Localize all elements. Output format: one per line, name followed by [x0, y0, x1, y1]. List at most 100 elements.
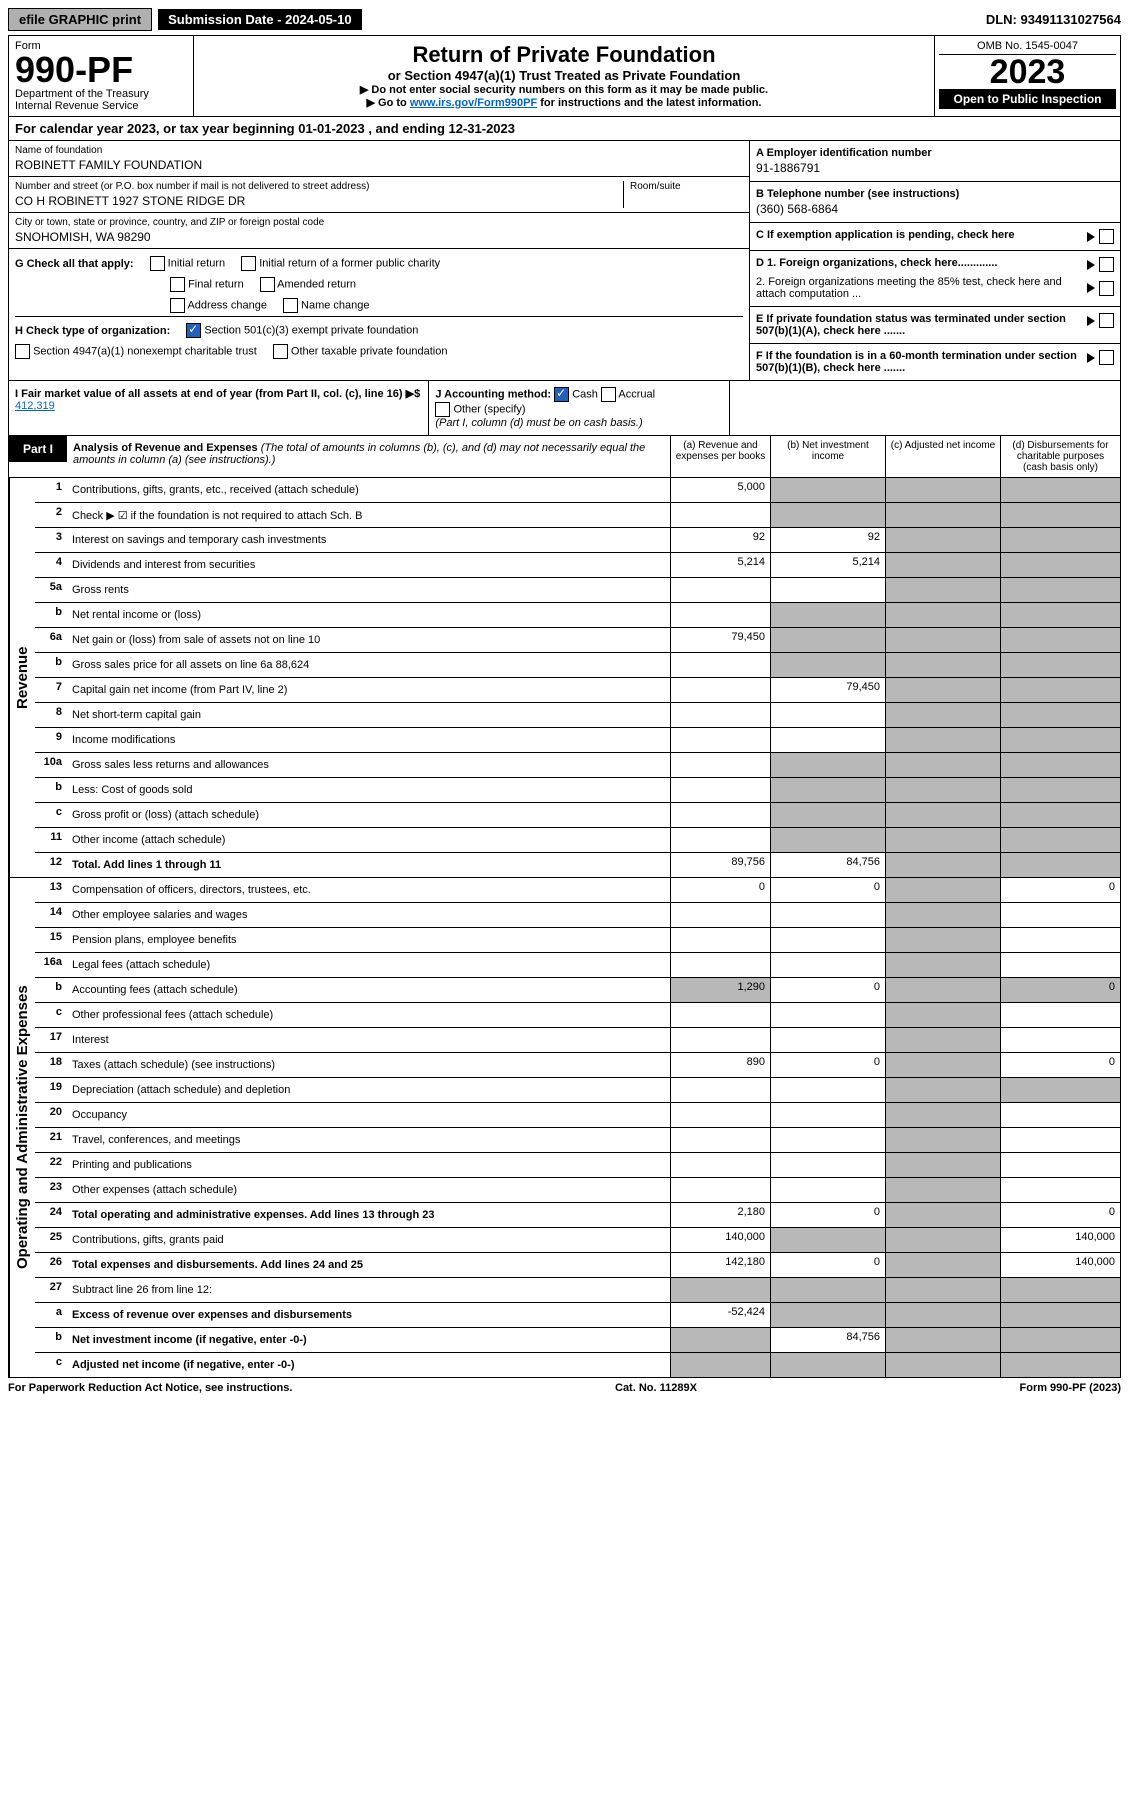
table-row: 13Compensation of officers, directors, t… [35, 878, 1120, 903]
revenue-label: Revenue [9, 478, 35, 877]
footer: For Paperwork Reduction Act Notice, see … [8, 1382, 1121, 1394]
col-a-hdr: (a) Revenue and expenses per books [670, 436, 770, 477]
room-label: Room/suite [630, 181, 743, 192]
ein-label: A Employer identification number [756, 147, 932, 159]
table-row: aExcess of revenue over expenses and dis… [35, 1303, 1120, 1328]
i-val[interactable]: 412,319 [15, 400, 55, 412]
4947-cb[interactable] [15, 344, 30, 359]
table-row: 12Total. Add lines 1 through 1189,75684,… [35, 853, 1120, 877]
table-row: 26Total expenses and disbursements. Add … [35, 1253, 1120, 1278]
table-row: 23Other expenses (attach schedule) [35, 1178, 1120, 1203]
part1-tag: Part I [9, 436, 67, 462]
table-row: 20Occupancy [35, 1103, 1120, 1128]
submission-date: Submission Date - 2024-05-10 [158, 9, 362, 30]
addr-change-cb[interactable] [170, 298, 185, 313]
part1-header: Part I Analysis of Revenue and Expenses … [8, 436, 1121, 478]
irs: Internal Revenue Service [15, 100, 187, 112]
city-label: City or town, state or province, country… [15, 217, 743, 228]
table-row: 27Subtract line 26 from line 12: [35, 1278, 1120, 1303]
j-label: J Accounting method: [435, 388, 551, 400]
open-public: Open to Public Inspection [939, 89, 1116, 109]
j-note: (Part I, column (d) must be on cash basi… [435, 417, 642, 429]
ftr-left: For Paperwork Reduction Act Notice, see … [8, 1382, 292, 1394]
table-row: bLess: Cost of goods sold [35, 778, 1120, 803]
h-label: H Check type of organization: [15, 325, 170, 337]
calendar-year: For calendar year 2023, or tax year begi… [8, 117, 1121, 141]
dept: Department of the Treasury [15, 88, 187, 100]
other-method-cb[interactable] [435, 402, 450, 417]
c-label: C If exemption application is pending, c… [756, 229, 1015, 241]
i-label: I Fair market value of all assets at end… [15, 388, 420, 400]
table-row: 8Net short-term capital gain [35, 703, 1120, 728]
table-row: 25Contributions, gifts, grants paid140,0… [35, 1228, 1120, 1253]
accrual-cb[interactable] [601, 387, 616, 402]
f-label: F If the foundation is in a 60-month ter… [756, 350, 1079, 374]
addr-label: Number and street (or P.O. box number if… [15, 181, 623, 192]
501c3-cb[interactable] [186, 323, 201, 338]
phone: (360) 568-6864 [756, 202, 959, 216]
cash-cb[interactable] [554, 387, 569, 402]
table-row: 6aNet gain or (loss) from sale of assets… [35, 628, 1120, 653]
d1-label: D 1. Foreign organizations, check here..… [756, 257, 997, 272]
ftr-center: Cat. No. 11289X [615, 1382, 697, 1394]
address: CO H ROBINETT 1927 STONE RIDGE DR [15, 194, 623, 208]
d1-cb[interactable] [1099, 257, 1114, 272]
table-row: 5aGross rents [35, 578, 1120, 603]
d2-cb[interactable] [1099, 281, 1114, 296]
table-row: 14Other employee salaries and wages [35, 903, 1120, 928]
info-section: Name of foundation ROBINETT FAMILY FOUND… [8, 141, 1121, 381]
form-subtitle: or Section 4947(a)(1) Trust Treated as P… [200, 68, 928, 83]
initial-return-cb[interactable] [150, 256, 165, 271]
foundation-name: ROBINETT FAMILY FOUNDATION [15, 158, 743, 172]
initial-former-cb[interactable] [241, 256, 256, 271]
irs-link[interactable]: www.irs.gov/Form990PF [410, 97, 537, 109]
name-change-cb[interactable] [283, 298, 298, 313]
table-row: 4Dividends and interest from securities5… [35, 553, 1120, 578]
hij-section: I Fair market value of all assets at end… [8, 381, 1121, 436]
amended-cb[interactable] [260, 277, 275, 292]
col-c-hdr: (c) Adjusted net income [885, 436, 1000, 477]
revenue-section: Revenue 1Contributions, gifts, grants, e… [8, 478, 1121, 878]
instr-1: ▶ Do not enter social security numbers o… [200, 83, 928, 96]
table-row: 15Pension plans, employee benefits [35, 928, 1120, 953]
e-label: E If private foundation status was termi… [756, 313, 1079, 337]
part1-title: Analysis of Revenue and Expenses [73, 442, 261, 454]
expenses-section: Operating and Administrative Expenses 13… [8, 878, 1121, 1378]
instr-2: ▶ Go to www.irs.gov/Form990PF for instru… [200, 96, 928, 109]
table-row: 22Printing and publications [35, 1153, 1120, 1178]
efile-btn[interactable]: efile GRAPHIC print [8, 8, 152, 31]
table-row: bGross sales price for all assets on lin… [35, 653, 1120, 678]
table-row: 1Contributions, gifts, grants, etc., rec… [35, 478, 1120, 503]
f-cb[interactable] [1099, 350, 1114, 365]
table-row: cGross profit or (loss) (attach schedule… [35, 803, 1120, 828]
table-row: 9Income modifications [35, 728, 1120, 753]
col-b-hdr: (b) Net investment income [770, 436, 885, 477]
table-row: bNet investment income (if negative, ent… [35, 1328, 1120, 1353]
table-row: cAdjusted net income (if negative, enter… [35, 1353, 1120, 1377]
form-number: 990-PF [15, 52, 187, 88]
e-cb[interactable] [1099, 313, 1114, 328]
table-row: 18Taxes (attach schedule) (see instructi… [35, 1053, 1120, 1078]
dln: DLN: 93491131027564 [986, 12, 1121, 27]
other-taxable-cb[interactable] [273, 344, 288, 359]
phone-label: B Telephone number (see instructions) [756, 188, 959, 200]
city: SNOHOMISH, WA 98290 [15, 230, 743, 244]
tax-year: 2023 [939, 55, 1116, 89]
table-row: 24Total operating and administrative exp… [35, 1203, 1120, 1228]
table-row: 7Capital gain net income (from Part IV, … [35, 678, 1120, 703]
c-cb[interactable] [1099, 229, 1114, 244]
final-return-cb[interactable] [170, 277, 185, 292]
table-row: bAccounting fees (attach schedule)1,2900… [35, 978, 1120, 1003]
table-row: cOther professional fees (attach schedul… [35, 1003, 1120, 1028]
ein: 91-1886791 [756, 161, 932, 175]
table-row: 21Travel, conferences, and meetings [35, 1128, 1120, 1153]
table-row: 10aGross sales less returns and allowanc… [35, 753, 1120, 778]
table-row: 3Interest on savings and temporary cash … [35, 528, 1120, 553]
form-header: Form 990-PF Department of the Treasury I… [8, 35, 1121, 117]
table-row: 2Check ▶ ☑ if the foundation is not requ… [35, 503, 1120, 528]
top-bar: efile GRAPHIC print Submission Date - 20… [8, 8, 1121, 31]
form-title: Return of Private Foundation [200, 42, 928, 68]
table-row: 11Other income (attach schedule) [35, 828, 1120, 853]
ptr-icon [1087, 232, 1095, 242]
table-row: 16aLegal fees (attach schedule) [35, 953, 1120, 978]
